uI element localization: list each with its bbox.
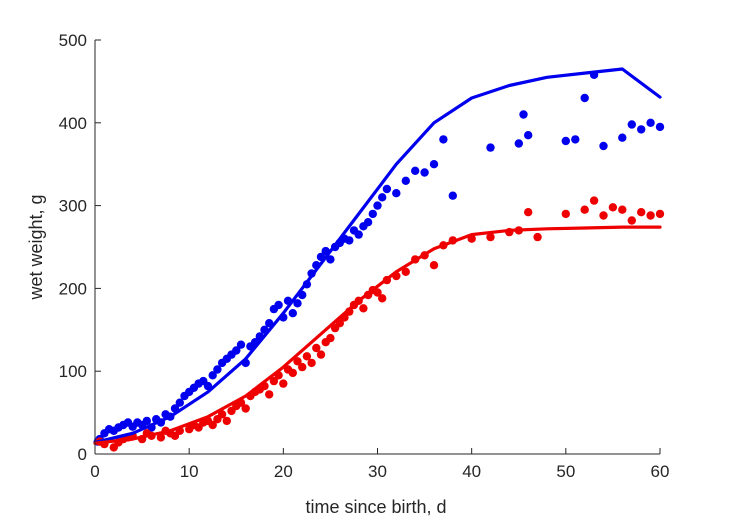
series-1-point-42 [312,343,321,353]
x-tick-label-5: 50 [556,462,575,481]
series-0-point-31 [236,340,246,349]
series-0-point-71 [514,139,523,148]
series-0-point-82 [646,118,655,128]
series-1-point-66 [486,232,495,242]
series-0-point-81 [637,125,646,134]
series-0-point-62 [382,184,392,194]
series-0-point-76 [580,93,589,103]
x-tick-label-4: 40 [462,462,481,481]
series-1-point-76 [618,205,627,214]
x-tick-label-6: 60 [651,462,670,481]
series-1-point-74 [599,211,608,220]
series-1-point-33 [269,376,279,386]
series-0-point-70 [486,143,495,152]
series-1-point-20 [208,420,217,430]
series-0-point-64 [401,176,410,185]
series-0-point-75 [571,135,580,144]
series-1-point-35 [279,379,288,388]
series-0-point-11 [142,416,151,426]
series-0-point-78 [599,141,608,151]
series-1-point-32 [265,390,274,399]
series-1-point-72 [580,205,589,214]
series-0-point-61 [378,193,387,202]
series-1-point-56 [378,294,387,303]
series-0-point-43 [293,299,302,308]
series-0-point-83 [655,122,665,132]
series-0-point-79 [618,133,627,142]
series-1-point-27 [241,404,250,413]
series-1-point-73 [589,196,599,205]
series-0-point-54 [345,236,354,245]
series-1-point-41 [307,358,316,368]
series-0-point-56 [354,230,363,239]
series-1-point-39 [298,362,307,372]
x-tick-label-2: 20 [274,462,293,481]
series-0-point-42 [288,309,297,318]
series-1-point-22 [217,410,227,419]
series-1-point-75 [608,203,618,212]
series-1-point-55 [373,288,382,297]
series-0-point-18 [175,398,184,407]
y-tick-label-3: 300 [59,197,87,216]
y-tick-label-0: 0 [78,445,87,464]
series-1-point-52 [359,304,368,313]
series-0-point-68 [439,135,448,144]
series-1-point-45 [326,333,335,343]
series-1-point-78 [637,208,646,217]
series-1-point-38 [293,357,302,366]
series-1-point-23 [222,416,231,426]
series-1-point-71 [561,209,570,219]
series-0-point-67 [429,160,439,169]
series-0-point-80 [627,120,636,129]
series-1-point-77 [627,216,636,225]
series-1-point-62 [429,261,439,270]
series-1-point-10 [156,433,166,442]
y-tick-label-5: 500 [59,31,87,50]
series-0-point-72 [519,110,528,119]
plot-area [93,67,665,452]
series-0-point-63 [392,189,401,198]
x-tick-label-0: 0 [90,462,99,481]
series-0-point-30 [232,346,241,355]
y-tick-label-1: 100 [59,362,87,381]
series-1-point-59 [401,267,410,276]
series-0-point-58 [363,218,373,227]
series-0-point-65 [411,166,420,175]
series-0-point-73 [524,131,533,140]
y-tick-label-4: 400 [59,114,87,133]
series-1-point-43 [316,350,326,359]
series-1-fit-line [93,225,662,445]
series-0-point-26 [213,365,222,374]
x-tick-label-3: 30 [368,462,387,481]
series-0-point-50 [326,255,335,264]
series-1-point-37 [288,368,297,378]
y-tick-label-2: 200 [59,279,87,298]
series-0-point-74 [561,136,570,146]
series-0-point-66 [420,168,429,177]
y-axis-label: wet weight, g [26,194,46,300]
series-1-point-69 [524,208,533,217]
series-0-point-59 [368,209,377,219]
series-1-point-70 [533,232,542,242]
series-1-point-79 [646,211,655,220]
series-1-point-80 [655,209,665,219]
series-0-fit-line [93,67,662,444]
series-0-point-60 [373,201,382,210]
series-0-point-25 [208,371,217,380]
series-1-point-40 [302,352,312,361]
x-tick-label-1: 10 [180,462,199,481]
series-0-point-69 [448,191,457,200]
axes: 0 10 20 30 40 50 60 0 100 200 300 400 500 [59,31,670,481]
x-axis-label: time since birth, d [305,497,446,517]
series-0-point-39 [274,300,283,310]
